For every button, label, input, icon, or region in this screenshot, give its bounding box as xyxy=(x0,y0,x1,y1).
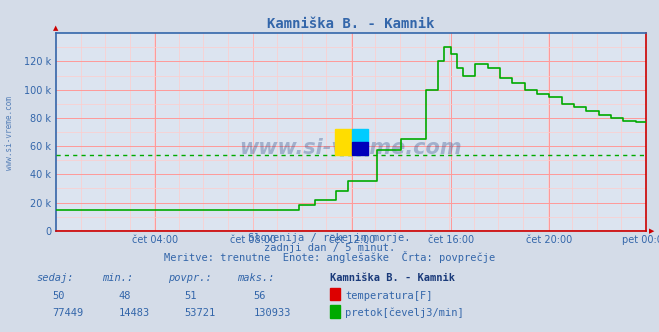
Text: Meritve: trenutne  Enote: anglešaške  Črta: povprečje: Meritve: trenutne Enote: anglešaške Črta… xyxy=(164,251,495,263)
Text: 51: 51 xyxy=(185,291,197,301)
Text: www.si-vreme.com: www.si-vreme.com xyxy=(240,138,462,158)
Title: Kamniška B. - Kamnik: Kamniška B. - Kamnik xyxy=(267,17,435,31)
Text: povpr.:: povpr.: xyxy=(168,273,212,283)
Text: pretok[čevelj3/min]: pretok[čevelj3/min] xyxy=(345,307,464,318)
Text: maks.:: maks.: xyxy=(237,273,275,283)
Text: ▲: ▲ xyxy=(53,25,59,31)
Text: 48: 48 xyxy=(119,291,131,301)
Text: 77449: 77449 xyxy=(53,308,84,318)
Text: 53721: 53721 xyxy=(185,308,215,318)
Bar xyxy=(352,129,368,142)
Bar xyxy=(352,142,368,155)
Text: 50: 50 xyxy=(53,291,65,301)
Bar xyxy=(335,129,352,155)
Text: sedaj:: sedaj: xyxy=(36,273,74,283)
Text: www.si-vreme.com: www.si-vreme.com xyxy=(5,96,14,170)
Text: temperatura[F]: temperatura[F] xyxy=(345,291,433,301)
Text: zadnji dan / 5 minut.: zadnji dan / 5 minut. xyxy=(264,243,395,253)
Text: 56: 56 xyxy=(254,291,266,301)
Text: 14483: 14483 xyxy=(119,308,150,318)
Text: min.:: min.: xyxy=(102,273,133,283)
Text: ▶: ▶ xyxy=(648,228,654,234)
Text: Slovenija / reke in morje.: Slovenija / reke in morje. xyxy=(248,233,411,243)
Text: Kamniška B. - Kamnik: Kamniška B. - Kamnik xyxy=(330,273,455,283)
Text: 130933: 130933 xyxy=(254,308,291,318)
